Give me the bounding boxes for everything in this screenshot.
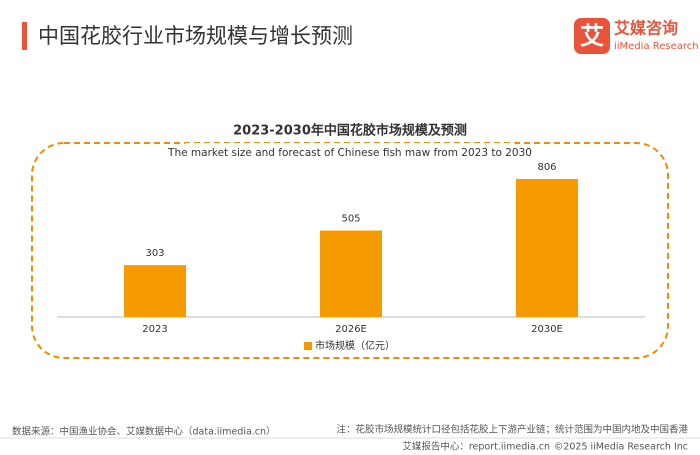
source: 数据来源：中国渔业协会、艾媒数据中心（data.iimedia.cn） — [12, 426, 276, 438]
chart-subtitle: The market size and forecast of Chinese … — [167, 147, 532, 159]
site: 艾媒报告中心：report.iimedia.cn — [402, 441, 550, 453]
x-tick-label: 2030E — [531, 324, 563, 335]
title-accent — [22, 22, 27, 50]
data-label: 505 — [341, 214, 360, 225]
legend-swatch — [304, 342, 312, 350]
note: 注：花胶市场规模统计口径包括花胶上下游产业链；统计范围为中国内地及中国香港 — [336, 424, 688, 436]
page-title: 中国花胶行业市场规模与增长预测 — [38, 24, 353, 48]
copyright: ©2025 iiMedia Research Inc — [554, 442, 688, 453]
data-label: 806 — [537, 162, 556, 173]
logo-en: iiMedia Research — [614, 41, 699, 52]
logo-name: 艾媒咨询 — [614, 19, 678, 38]
bar — [124, 265, 186, 317]
bar — [516, 179, 578, 317]
frame-gap — [185, 143, 515, 163]
bar — [320, 230, 382, 317]
logo-box — [574, 18, 610, 54]
x-tick-label: 2023 — [142, 324, 167, 335]
legend-label: 市场规模（亿元） — [315, 339, 395, 352]
logo-mark: 艾 — [580, 22, 604, 50]
chart-title: 2023-2030年中国花胶市场规模及预测 — [233, 123, 467, 139]
x-tick-label: 2026E — [335, 324, 367, 335]
data-label: 303 — [145, 248, 164, 259]
